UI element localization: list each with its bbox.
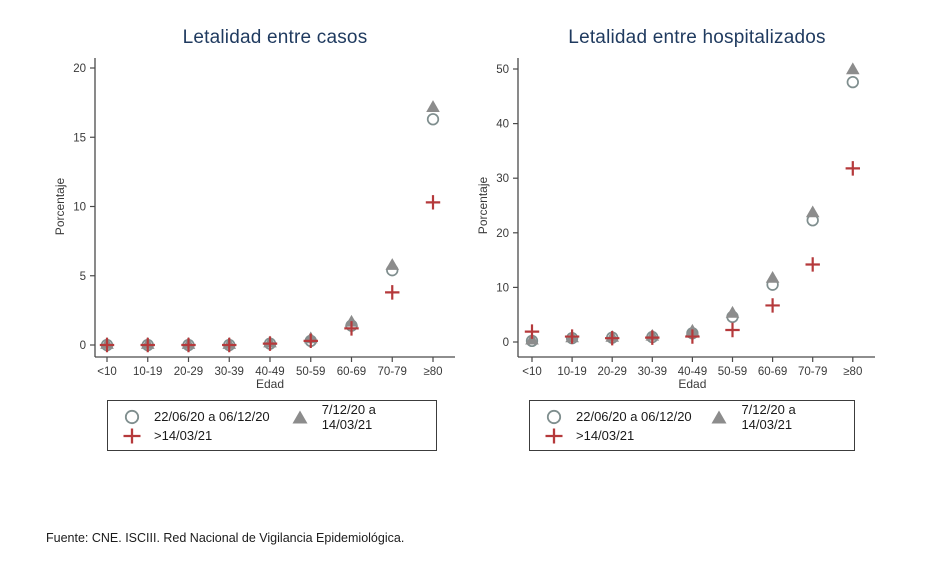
svg-text:30-39: 30-39 bbox=[638, 366, 667, 378]
svg-text:<10: <10 bbox=[97, 366, 117, 378]
plot-area-hospitalizados: 0 10 20 30 40 50 <10 10-19 20-29 30-39 40-49 50-59 6… bbox=[476, 58, 875, 391]
legend-label: 22/06/20 a 06/12/20 bbox=[154, 409, 270, 424]
svg-text:40-49: 40-49 bbox=[255, 366, 284, 378]
svg-text:15: 15 bbox=[73, 132, 86, 144]
svg-text:Porcentaje: Porcentaje bbox=[476, 176, 490, 234]
chart-title-hospitalizados: Letalidad entre hospitalizados bbox=[568, 27, 826, 48]
legend-row: 22/06/20 a 06/12/20 7/12/20 a 14/03/21 bbox=[544, 402, 840, 432]
legend-row: >14/03/21 bbox=[544, 426, 840, 445]
svg-text:Edad: Edad bbox=[678, 377, 706, 391]
circle-marker-icon bbox=[124, 409, 140, 424]
svg-text:10: 10 bbox=[73, 202, 86, 214]
legend-row: >14/03/21 bbox=[122, 426, 422, 445]
svg-text:70-79: 70-79 bbox=[378, 366, 407, 378]
triangle-marker-icon bbox=[711, 410, 727, 423]
triangle-marker-icon bbox=[292, 410, 308, 423]
svg-text:50: 50 bbox=[496, 64, 509, 76]
svg-text:20-29: 20-29 bbox=[597, 366, 626, 378]
legend-hospitalizados: 22/06/20 a 06/12/20 7/12/20 a 14/03/21 >… bbox=[529, 400, 855, 451]
svg-text:30: 30 bbox=[496, 173, 509, 185]
legend-item-period3: >14/03/21 bbox=[544, 428, 722, 444]
svg-text:50-59: 50-59 bbox=[718, 366, 747, 378]
svg-text:0: 0 bbox=[80, 340, 86, 352]
legend-item-period1: 22/06/20 a 06/12/20 bbox=[544, 409, 709, 425]
svg-text:0: 0 bbox=[503, 337, 509, 349]
svg-text:≥80: ≥80 bbox=[843, 366, 862, 378]
svg-text:10-19: 10-19 bbox=[133, 366, 162, 378]
svg-text:20: 20 bbox=[73, 63, 86, 75]
svg-text:40: 40 bbox=[496, 119, 509, 131]
svg-text:10: 10 bbox=[496, 282, 509, 294]
svg-text:20-29: 20-29 bbox=[174, 366, 203, 378]
svg-text:10-19: 10-19 bbox=[557, 366, 586, 378]
svg-text:5: 5 bbox=[80, 271, 86, 283]
plot-area-casos: 0 5 10 15 20 <10 10-19 20-29 30-39 40-49 50-59 60-6… bbox=[53, 58, 455, 391]
svg-text:70-79: 70-79 bbox=[798, 366, 827, 378]
svg-text:20: 20 bbox=[496, 228, 509, 240]
legend-label: >14/03/21 bbox=[576, 428, 635, 443]
svg-text:60-69: 60-69 bbox=[758, 366, 787, 378]
legend-item-period2: 7/12/20 a 14/03/21 bbox=[290, 402, 422, 432]
legend-item-period1: 22/06/20 a 06/12/20 bbox=[122, 409, 290, 425]
legend-label: 7/12/20 a 14/03/21 bbox=[321, 401, 376, 432]
legend-label: >14/03/21 bbox=[154, 428, 213, 443]
chart-title-casos: Letalidad entre casos bbox=[182, 27, 368, 48]
svg-text:60-69: 60-69 bbox=[337, 366, 366, 378]
source-note: Fuente: CNE. ISCIII. Red Nacional de Vig… bbox=[46, 531, 405, 545]
circle-marker-icon bbox=[546, 409, 562, 424]
svg-text:Edad: Edad bbox=[256, 377, 284, 391]
legend-row: 22/06/20 a 06/12/20 7/12/20 a 14/03/21 bbox=[122, 402, 422, 432]
svg-text:Porcentaje: Porcentaje bbox=[53, 177, 67, 235]
legend-casos: 22/06/20 a 06/12/20 7/12/20 a 14/03/21 >… bbox=[107, 400, 437, 451]
legend-label: 7/12/20 a 14/03/21 bbox=[741, 401, 796, 432]
svg-text:<10: <10 bbox=[522, 366, 542, 378]
svg-text:40-49: 40-49 bbox=[678, 366, 707, 378]
svg-text:50-59: 50-59 bbox=[296, 366, 325, 378]
plus-marker-icon bbox=[545, 428, 563, 443]
svg-text:≥80: ≥80 bbox=[423, 366, 442, 378]
legend-item-period2: 7/12/20 a 14/03/21 bbox=[709, 402, 840, 432]
svg-text:30-39: 30-39 bbox=[215, 366, 244, 378]
plus-marker-icon bbox=[123, 428, 141, 443]
legend-label: 22/06/20 a 06/12/20 bbox=[576, 409, 692, 424]
legend-item-period3: >14/03/21 bbox=[122, 428, 300, 444]
